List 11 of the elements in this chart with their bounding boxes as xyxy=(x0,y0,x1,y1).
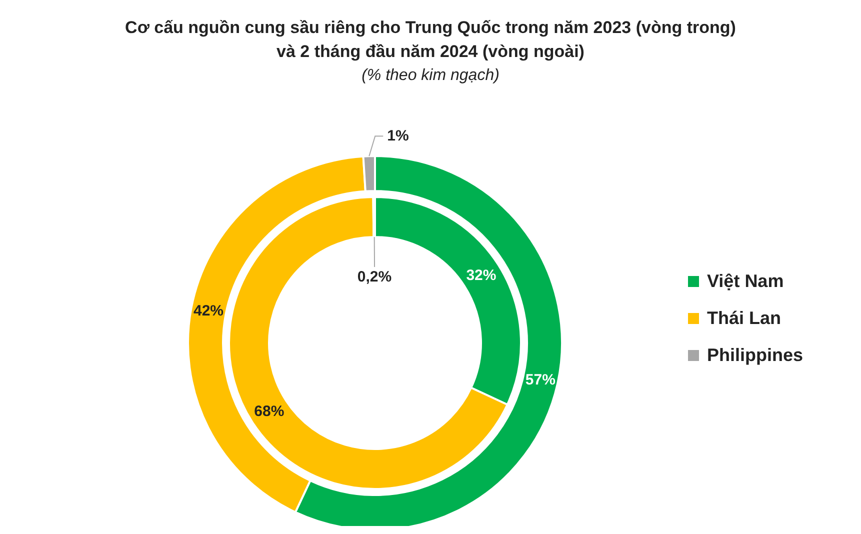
data-label: 57% xyxy=(525,371,556,388)
data-label: 42% xyxy=(193,302,224,320)
data-label: 32% xyxy=(466,266,496,284)
data-label: 1% xyxy=(387,128,409,145)
chart-subtitle: (% theo kim ngạch) xyxy=(360,66,500,86)
data-label: 0,2% xyxy=(357,268,392,286)
data-label: 68% xyxy=(254,402,284,420)
legend-label: Việt Nam xyxy=(707,271,784,292)
legend-label: Thái Lan xyxy=(707,308,782,329)
chart-title: Cơ cấu nguồn cung sầu riêng cho Trung Quốc trong năm 2023 (vòng trong) và 2 tháng đầu năm 2024 (vòng ngoài) xyxy=(124,17,737,63)
legend-label: Philippines xyxy=(707,345,804,366)
